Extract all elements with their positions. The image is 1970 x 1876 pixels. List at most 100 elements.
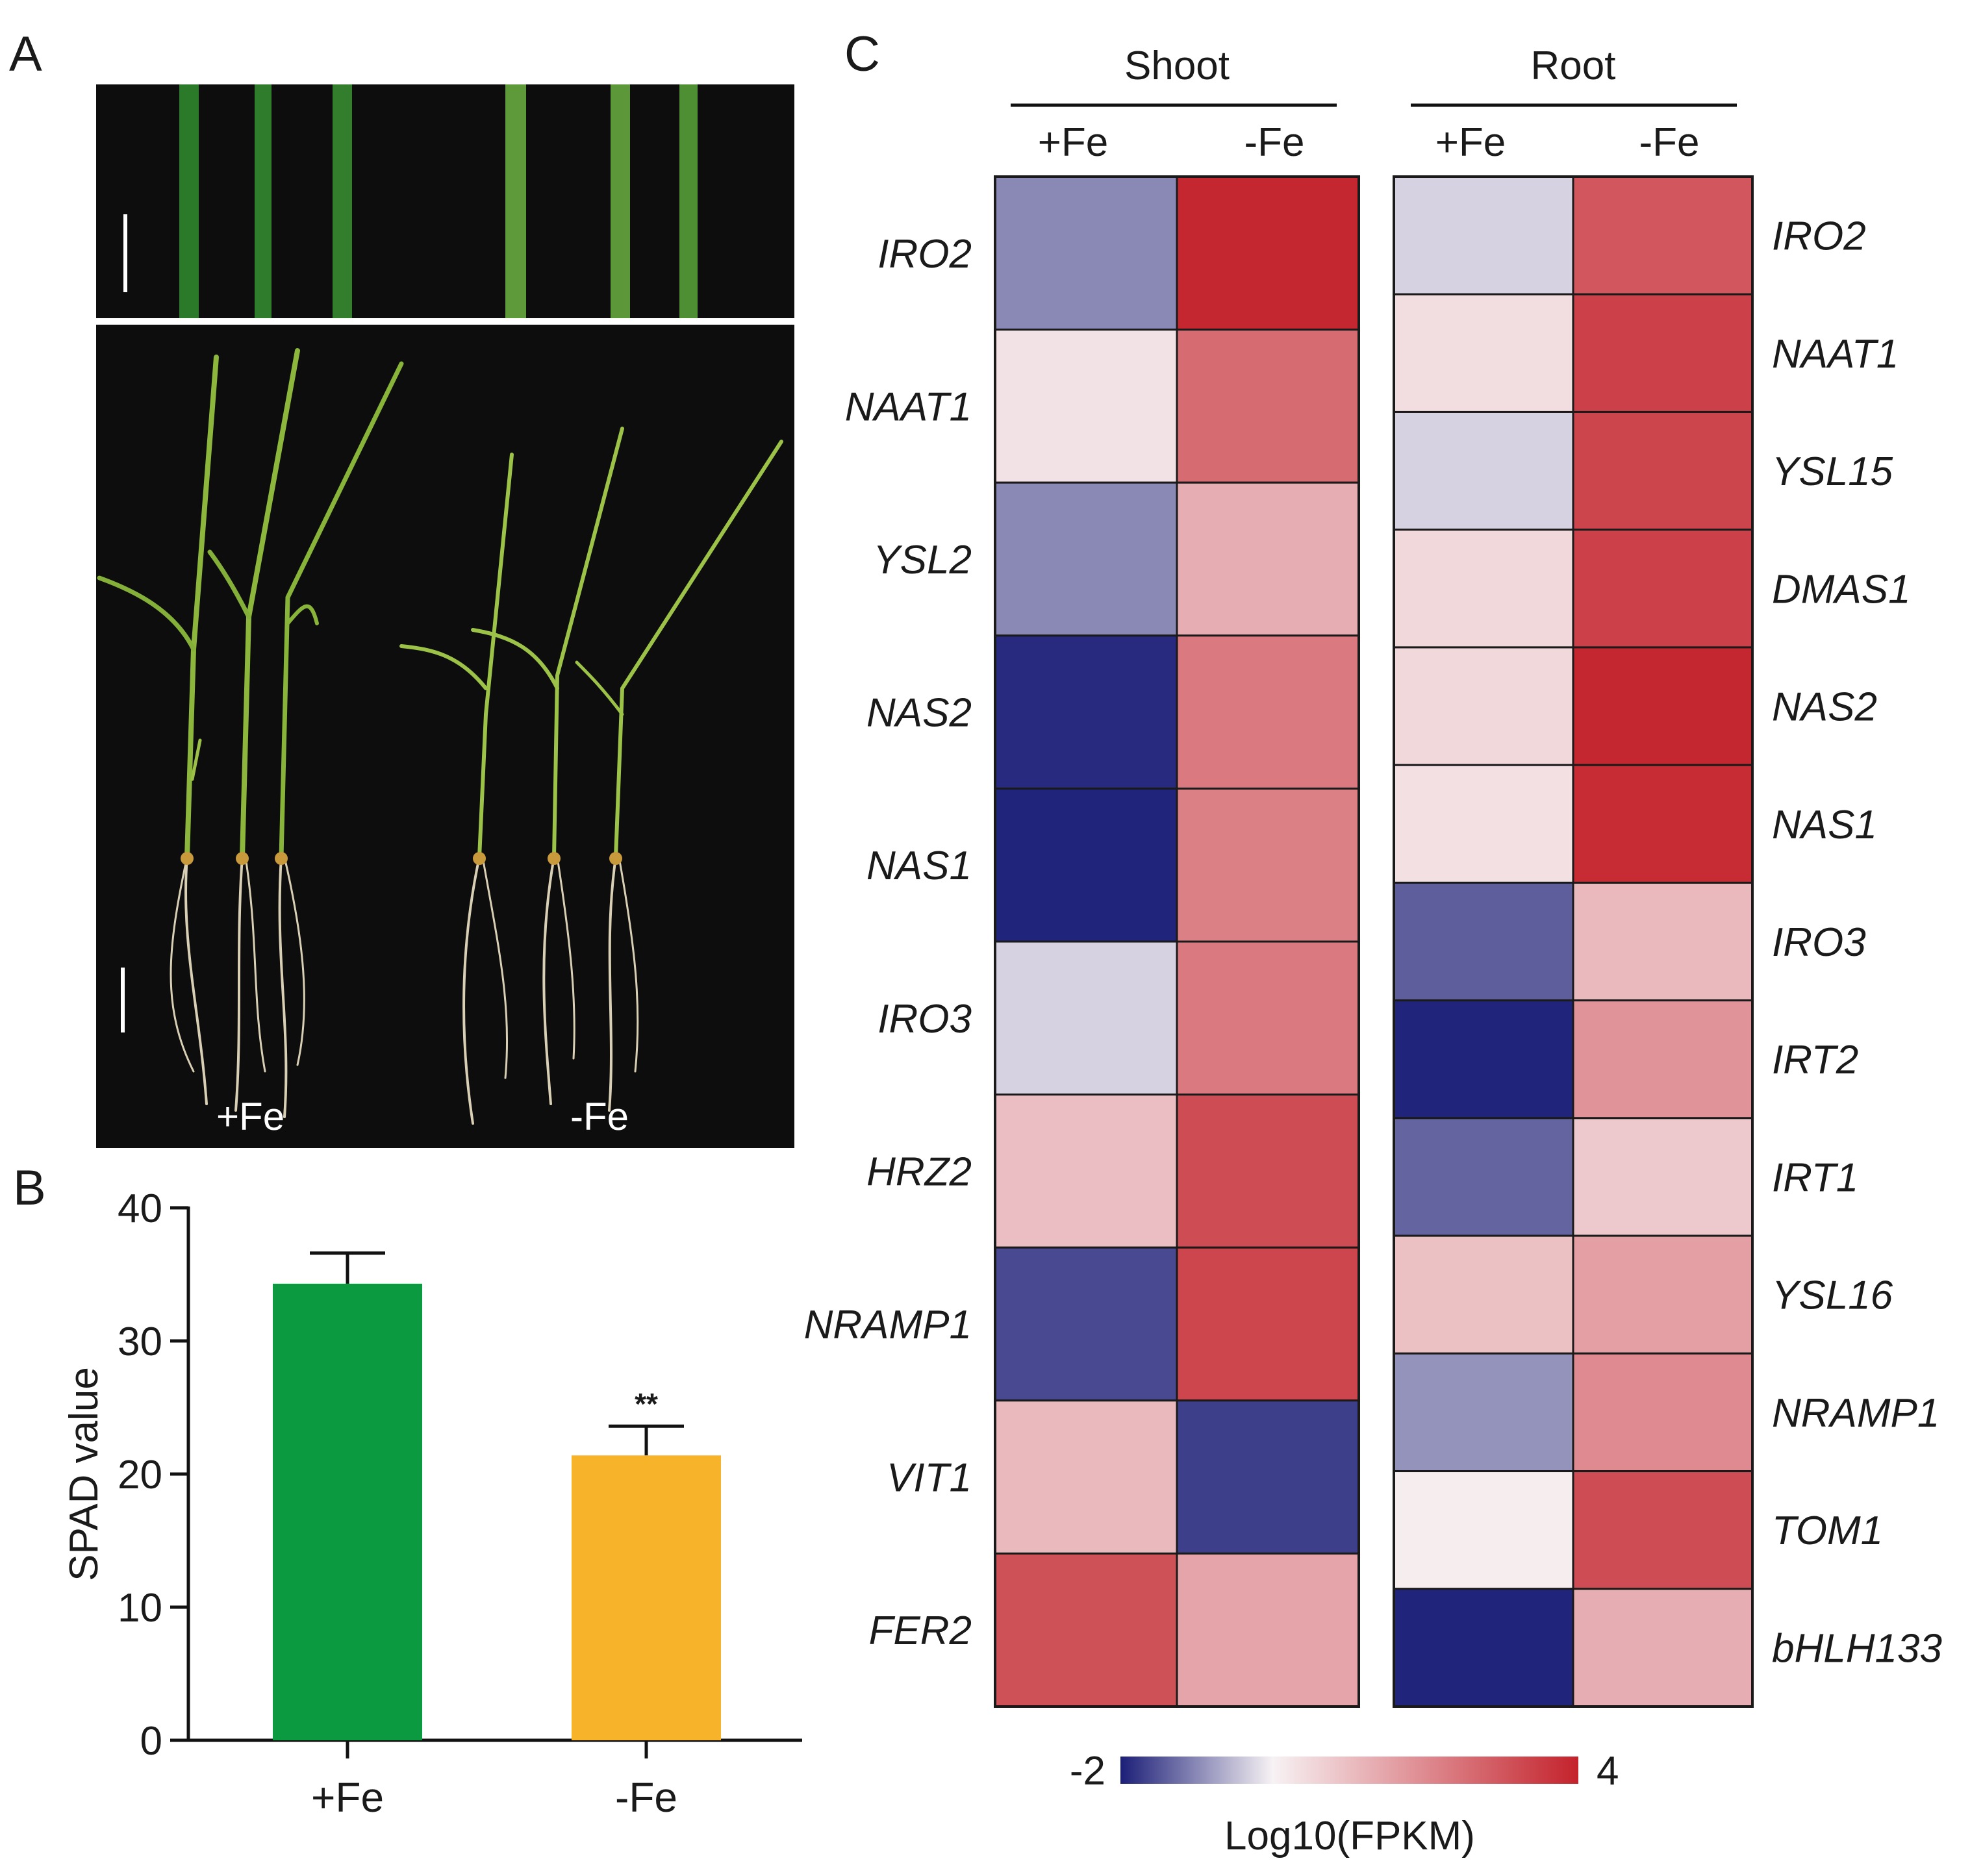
gene-label: IRO3 [878,997,972,1042]
heatmap-cell [994,1552,1178,1708]
heatmap-cell [994,175,1178,331]
gene-label: TOM1 [1772,1508,1883,1553]
heatmap-cells [994,175,1754,1708]
heatmap-cell [1393,646,1574,766]
heatmap-cell [1572,529,1754,649]
heatmap-cell [1393,410,1574,531]
heatmap-cell [1176,940,1360,1096]
significance-label: ** [635,1387,658,1421]
heatmap-cell [1176,1552,1360,1708]
gene-label: NAS1 [866,844,972,888]
heatmap-cell [994,329,1178,484]
heatmap-cell [1393,1234,1574,1355]
heatmap-cell [1572,764,1754,884]
minus-fe-photo-label: -Fe [570,1095,629,1138]
heatmap-cell [1572,1470,1754,1590]
gene-label: NRAMP1 [1772,1391,1939,1436]
bar-0 [273,1283,422,1740]
heatmap-cell [994,481,1178,637]
gene-label: YSL16 [1772,1273,1893,1318]
y-tick-label: 20 [118,1453,162,1497]
y-axis-title: SPAD value [62,1367,107,1581]
scale-bar-bottom [121,968,125,1032]
colorbar-max-label: 4 [1597,1749,1619,1794]
heatmap-cell [1176,329,1360,484]
gene-label: IRT2 [1772,1038,1858,1082]
heatmap-cell [1393,999,1574,1119]
heatmap-cell [1572,646,1754,766]
heatmap-cell [1393,764,1574,884]
heatmap-cell [1572,881,1754,1002]
bar-1 [572,1455,721,1740]
heatmap-cell [994,940,1178,1096]
gene-label: IRT1 [1772,1155,1858,1200]
x-tick-label: -Fe [615,1774,677,1821]
bar-chart-text: 0 10 20 30 40 SPAD value +Fe -Fe ** [62,1186,677,1821]
scale-bar-top [123,214,127,292]
gene-label: IRO2 [1772,214,1866,259]
heatmap-cell [1572,1117,1754,1237]
heatmap-cell [1393,175,1574,295]
y-tick-label: 40 [118,1186,162,1231]
panel-b-letter: B [13,1160,46,1216]
colorbar-min-label: -2 [1070,1749,1105,1794]
gene-label: YSL15 [1772,449,1893,494]
heatmap-cell [1572,293,1754,413]
gene-label: NAAT1 [845,384,972,429]
heatmap-cell [994,1094,1178,1249]
gene-label: YSL2 [873,538,972,582]
leaf-blades-image [179,84,698,318]
bar-chart-marks [273,1251,721,1740]
plus-fe-photo-label: +Fe [216,1095,285,1138]
colorbar-title: Log10(FPKM) [1224,1814,1475,1858]
heatmap-cell [1176,1094,1360,1249]
gene-label: bHLH133 [1772,1626,1942,1671]
heatmap-column-label: -Fe [1639,120,1700,165]
gene-label: VIT1 [887,1456,972,1501]
heatmap-border [1393,175,1754,1708]
gene-label: NRAMP1 [804,1303,972,1347]
heatmap-cell [1572,999,1754,1119]
heatmap-cell [1393,1588,1574,1708]
heatmap-cell [1572,175,1754,295]
colorbar-gradient [1120,1757,1578,1784]
gene-label: NAS1 [1772,803,1877,847]
y-tick-label: 0 [140,1719,162,1764]
gene-label: FER2 [869,1608,972,1653]
spad-bar-chart: 0 10 20 30 40 SPAD value +Fe -Fe ** [62,1186,802,1821]
heatmap-border [994,175,1360,1708]
y-tick-label: 30 [118,1319,162,1364]
heatmap-column-label: -Fe [1244,120,1305,165]
heatmap-colorbar: -2 4 Log10(FPKM) [1070,1749,1619,1858]
heatmap-cell [1572,410,1754,531]
heatmap-panel-title: Shoot [1124,44,1230,88]
heatmap-cell [1393,529,1574,649]
heatmap-cell [1176,1399,1360,1555]
heatmap-cell [1176,634,1360,790]
heatmap-cell [1572,1588,1754,1708]
gene-label: NAS2 [1772,685,1877,730]
heatmap-cell [1393,293,1574,413]
heatmap-cell [994,1399,1178,1555]
heatmap-cell [1393,1352,1574,1473]
gene-label: DMAS1 [1772,567,1911,612]
gene-label: NAS2 [866,691,972,736]
leaf-closeup-photo [96,84,794,318]
heatmap-cell [994,1246,1178,1402]
heatmap-cell [1393,1117,1574,1237]
heatmap-cell [994,634,1178,790]
heatmap-cell [1393,1470,1574,1590]
gene-label: IRO3 [1772,920,1866,965]
heatmap-cell [1176,787,1360,943]
fpkm-heatmap: Shoot +Fe -Fe IRO2 NAAT1 YSL2 NAS2 NAS1 IRO3 HRZ2… [804,44,1942,1858]
y-tick-label: 10 [118,1586,162,1631]
heatmap-column-label: +Fe [1038,120,1109,165]
gene-label: IRO2 [878,232,972,277]
seedling-photo: +Fe -Fe [96,325,794,1148]
gene-label: NAAT1 [1772,332,1899,377]
heatmap-cell [1393,881,1574,1002]
seedlings-image [97,348,783,1125]
x-tick-label: +Fe [311,1774,384,1821]
gene-label: HRZ2 [866,1149,972,1194]
heatmap-cell [1176,481,1360,637]
